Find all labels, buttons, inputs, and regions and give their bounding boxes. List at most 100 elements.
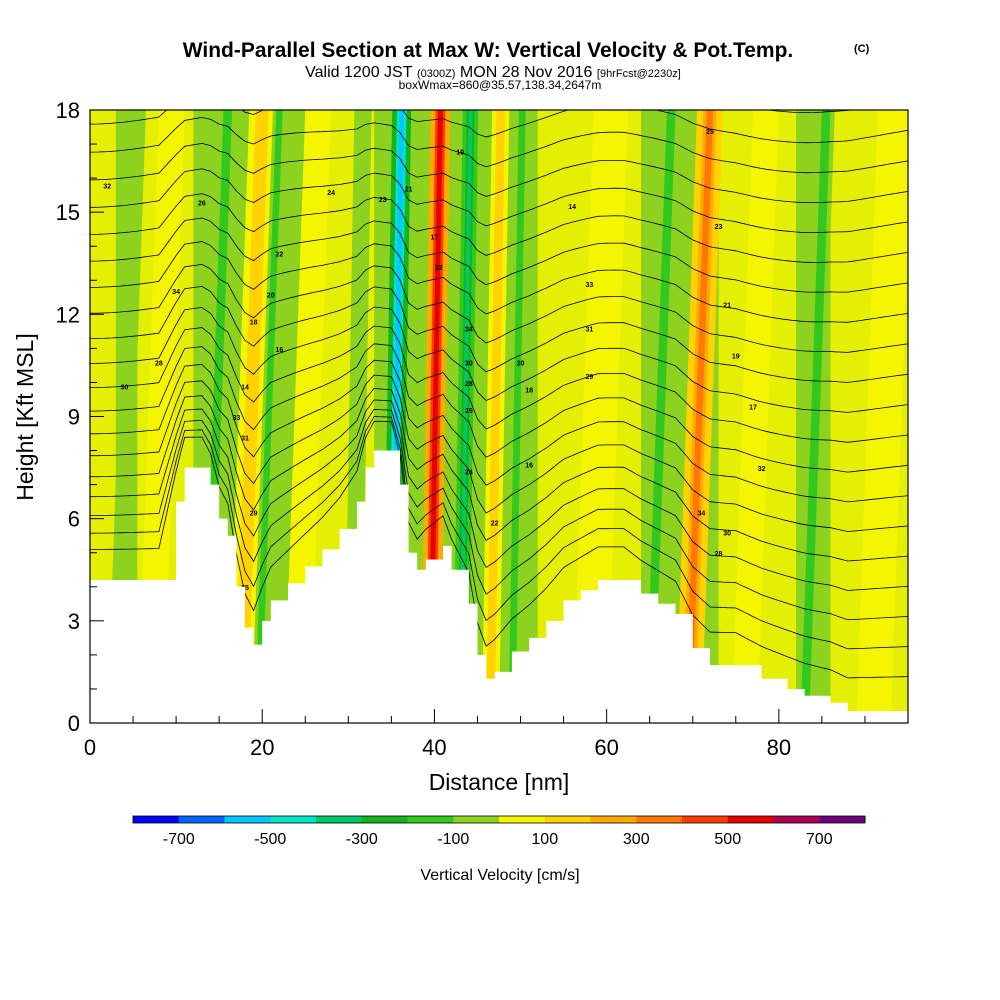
theta-contour-label: 28 xyxy=(465,381,473,388)
theta-contour-label: 29 xyxy=(250,510,258,517)
chart-title: Wind-Parallel Section at Max W: Vertical… xyxy=(183,39,794,62)
updraft-band xyxy=(234,110,269,723)
theta-contour-line xyxy=(90,399,908,591)
theta-contour-label: 16 xyxy=(525,463,533,470)
theta-contour-label: 32 xyxy=(758,466,766,473)
theta-contour-label: 33 xyxy=(586,282,594,289)
updraft-band xyxy=(685,110,714,723)
theta-contour-line xyxy=(90,193,908,263)
theta-contour-label: 22 xyxy=(276,251,284,258)
theta-contour-line xyxy=(90,408,908,621)
colorbar-swatch xyxy=(133,816,180,823)
downdraft-band xyxy=(111,110,142,723)
theta-contour-label: 20 xyxy=(517,360,525,367)
subtitle-utc: (0300Z) xyxy=(417,68,456,80)
updraft-band xyxy=(143,110,179,723)
colorbar-swatch xyxy=(178,816,225,823)
y-axis-label: Height [Kft MSL] xyxy=(12,333,38,500)
theta-contours xyxy=(90,110,908,679)
colorbar-tick-label: -700 xyxy=(163,831,195,848)
theta-contour-label: 24 xyxy=(465,469,473,476)
updraft-band xyxy=(290,110,325,723)
theta-contour-line xyxy=(90,110,908,144)
subtitle-valid: Valid 1200 JST xyxy=(305,64,413,81)
updraft-band xyxy=(737,110,773,723)
x-axis-label: Distance [nm] xyxy=(429,769,570,795)
theta-contour-label: 22 xyxy=(491,520,499,527)
theta-contour-label: 21 xyxy=(723,303,731,310)
downdraft-band xyxy=(800,110,831,723)
colorbar-swatch xyxy=(499,816,546,823)
theta-contour-label: 14 xyxy=(241,384,249,391)
colorbar-swatch xyxy=(636,816,683,823)
colorbar-swatch xyxy=(407,816,454,823)
theta-contour-label: 31 xyxy=(586,326,594,333)
colorbar-tick-label: -500 xyxy=(254,831,286,848)
colorbar-label: Vertical Velocity [cm/s] xyxy=(420,867,579,884)
colorbar-swatch xyxy=(544,816,591,823)
theta-contour-label: 30 xyxy=(121,384,129,391)
updraft-band xyxy=(580,110,620,723)
colorbar-frame xyxy=(132,815,866,824)
theta-contour-label: 30 xyxy=(465,360,473,367)
y-tick-label: 12 xyxy=(56,302,80,327)
updraft-band xyxy=(486,110,506,723)
theta-contour-line xyxy=(90,263,908,353)
theta-contour-line xyxy=(90,285,908,383)
plot-area: 32 34 30 28 26 24 22 20 18 16 14 33 31 29 25 23 21 19 17 32… xyxy=(90,110,908,723)
downdraft-band xyxy=(645,110,676,723)
theta-contour-line xyxy=(90,325,908,443)
theta-contour-label: 24 xyxy=(327,190,335,197)
theta-contour-label: 26 xyxy=(198,200,206,207)
theta-contour-line xyxy=(90,343,908,473)
colorbar-tick-label: 700 xyxy=(806,831,833,848)
x-tick-label: 40 xyxy=(422,735,446,760)
theta-contour-label: 19 xyxy=(732,354,740,361)
theta-contour-line xyxy=(90,117,908,174)
colorbar-swatch xyxy=(361,816,408,823)
theta-contour-label: 18 xyxy=(250,320,258,327)
subtitle: Valid 1200 JST (0300Z) MON 28 Nov 2016 [… xyxy=(305,64,681,81)
theta-contour-label: 17 xyxy=(749,405,757,412)
theta-contour-label: 25 xyxy=(706,129,714,136)
colorbar-swatch xyxy=(270,816,317,823)
colorbar-swatch xyxy=(224,816,271,823)
colorbar-swatch xyxy=(590,816,637,823)
theta-contour-label: 21 xyxy=(405,187,413,194)
x-tick-label: 20 xyxy=(250,735,274,760)
colorbar-swatch xyxy=(453,816,500,823)
y-tick-label: 9 xyxy=(68,405,80,430)
theta-contour-line xyxy=(90,217,908,293)
subtitle-box: boxWmax=860@35.57,138.34,2647m xyxy=(399,78,602,92)
colorbar-swatch xyxy=(682,816,729,823)
theta-contour-label: 19 xyxy=(456,149,464,156)
y-axis: 0 3 6 9 12 15 18 xyxy=(56,98,104,736)
theta-contour-label: 25 xyxy=(241,585,249,592)
theta-contour-line xyxy=(90,420,908,679)
theta-contour-line xyxy=(90,359,908,503)
y-tick-label: 6 xyxy=(68,507,80,532)
colorbar: -700 -500 -300 -100 100 300 500 700 xyxy=(132,815,866,848)
y-tick-label: 3 xyxy=(68,609,80,634)
y-tick-label: 0 xyxy=(68,711,80,736)
downdraft-band xyxy=(508,110,526,723)
colorbar-swatch xyxy=(727,816,774,823)
theta-contour-label: 17 xyxy=(431,234,439,241)
colorbar-tick-label: 100 xyxy=(531,831,558,848)
theta-contour-labels: 32 34 30 28 26 24 22 20 18 16 14 33 31 29 25 23 21 19 17 32… xyxy=(103,129,765,592)
theta-contour-label: 32 xyxy=(435,265,443,272)
theta-contour-label: 26 xyxy=(465,408,473,415)
x-tick-label: 80 xyxy=(767,735,791,760)
theta-contour-label: 32 xyxy=(103,183,111,190)
theta-contour-label: 33 xyxy=(232,415,240,422)
x-tick-label: 60 xyxy=(594,735,618,760)
updraft-band xyxy=(864,110,904,723)
theta-contour-label: 30 xyxy=(723,531,731,538)
theta-contour-label: 18 xyxy=(525,388,533,395)
colorbar-tick-label: 500 xyxy=(714,831,741,848)
theta-contour-label: 34 xyxy=(172,289,180,296)
x-axis: 0 20 40 60 80 xyxy=(84,709,909,760)
theta-contour-label: 23 xyxy=(715,224,723,231)
theta-contour-line xyxy=(90,306,908,413)
